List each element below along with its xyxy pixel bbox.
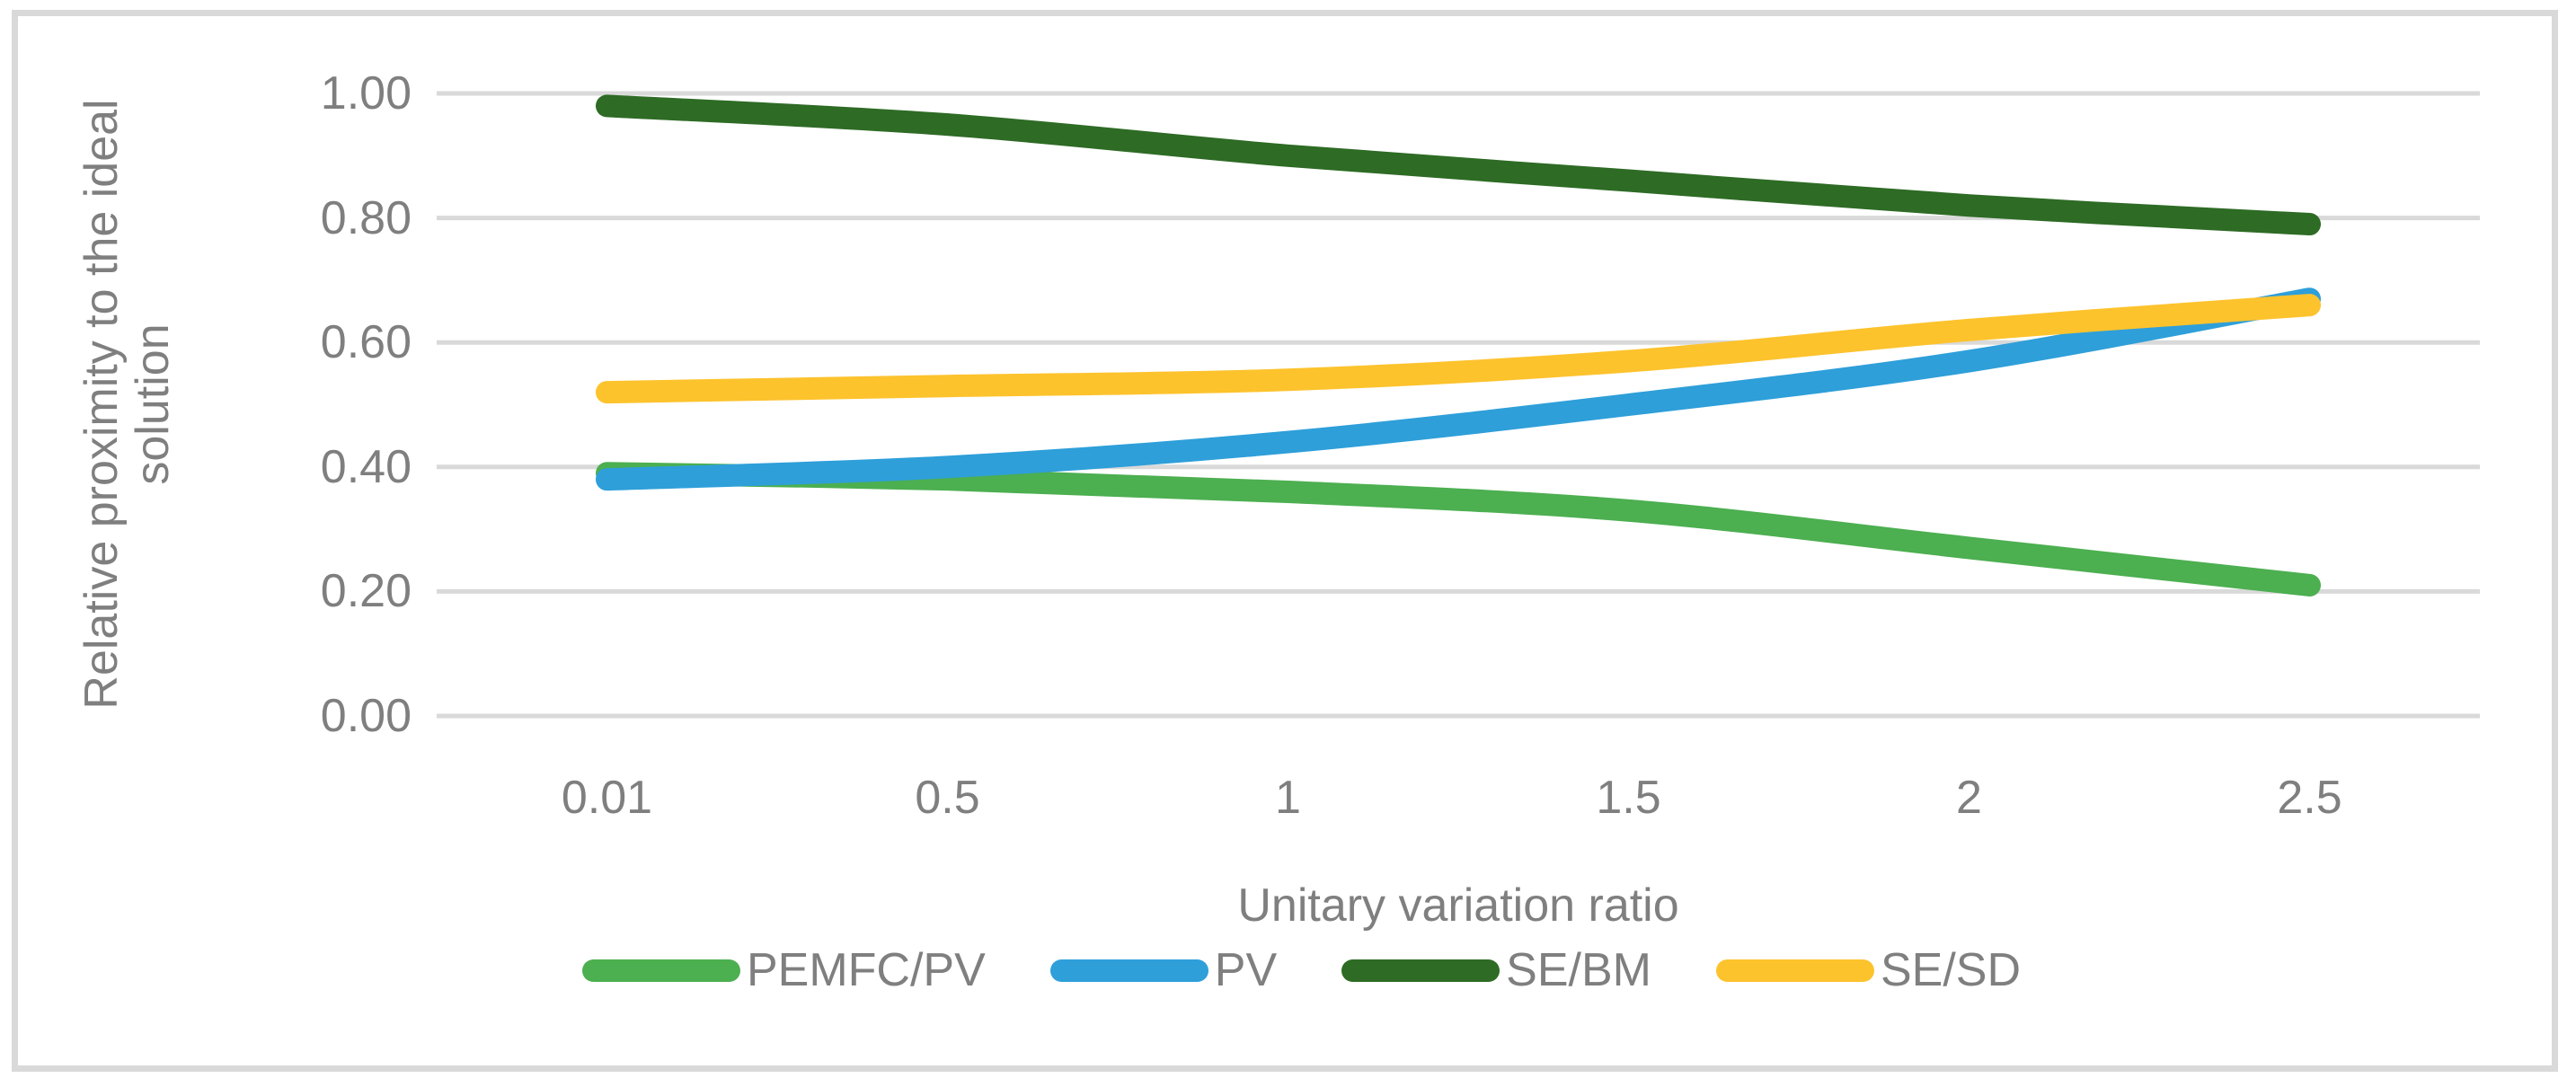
y-axis-title: Relative proximity to the ideal solution [75, 99, 179, 710]
legend-marker-icon [1715, 959, 1874, 982]
x-tick-label-1.5: 1.5 [1596, 772, 1661, 824]
series-line-pv [596, 287, 2321, 491]
y-axis-title-line1: Relative proximity to the ideal [75, 99, 128, 710]
y-tick-label-1.00: 1.00 [320, 67, 412, 119]
legend-item-se-sd: SE/SD [1715, 943, 2022, 997]
y-tick-label-0.20: 0.20 [320, 565, 412, 618]
legend-marker-icon [1049, 959, 1208, 982]
series-line-se-sd [596, 294, 2321, 404]
legend-label: PEMFC/PV [746, 944, 986, 996]
x-axis-title: Unitary variation ratio [1237, 879, 1679, 932]
x-tick-label-0.5: 0.5 [915, 772, 980, 824]
y-tick-label-0.80: 0.80 [320, 191, 412, 244]
legend-item-pemfc-pv: PEMFC/PV [581, 943, 986, 997]
x-tick-label-1: 1 [1275, 772, 1301, 824]
legend-marker-icon [581, 959, 740, 982]
chart-frame [12, 10, 2558, 1072]
x-tick-label-2.5: 2.5 [2277, 772, 2342, 824]
legend-item-se-bm: SE/BM [1341, 943, 1651, 997]
legend-label: SE/BM [1506, 944, 1651, 996]
legend: PEMFC/PV PV SE/BM SE/SD [27, 943, 2576, 997]
y-tick-label-0.40: 0.40 [320, 440, 412, 493]
series-line-pemfc-pv [596, 462, 2321, 597]
y-tick-label-0.60: 0.60 [320, 316, 412, 369]
legend-label: SE/SD [1880, 944, 2022, 996]
y-axis-title-line2: solution [127, 323, 179, 485]
legend-label: PV [1214, 944, 1278, 996]
x-tick-label-0.01: 0.01 [561, 772, 653, 824]
legend-item-pv: PV [1049, 943, 1278, 997]
legend-marker-icon [1341, 959, 1500, 982]
series-line-se-bm [596, 94, 2321, 236]
x-tick-label-2: 2 [1956, 772, 1982, 824]
y-tick-label-0.00: 0.00 [320, 690, 412, 742]
